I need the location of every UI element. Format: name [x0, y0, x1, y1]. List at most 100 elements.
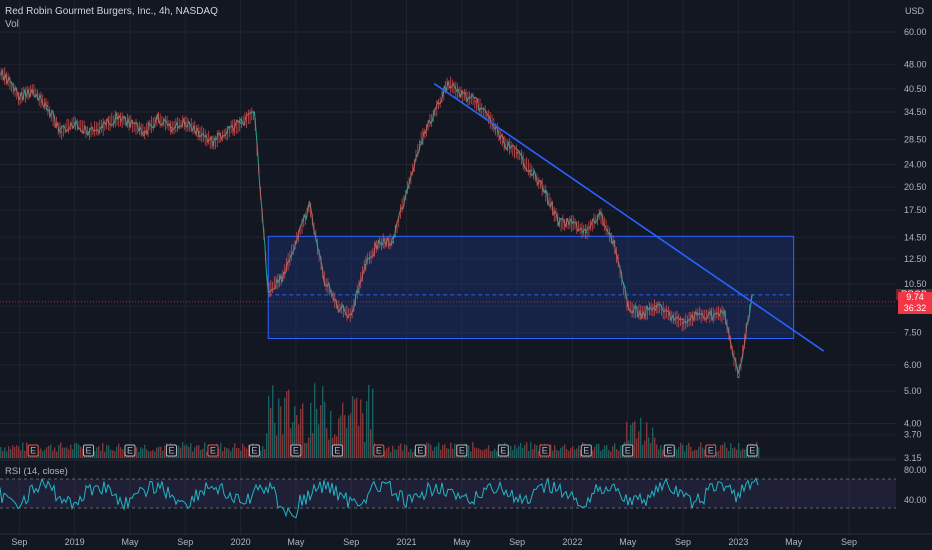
earnings-marker-label: E	[666, 446, 672, 456]
earnings-marker	[290, 444, 302, 457]
earnings-marker-label: E	[85, 446, 91, 456]
volume-bar	[726, 447, 728, 458]
volume-bar	[102, 443, 104, 458]
volume-bar	[700, 442, 702, 458]
volume-bar	[392, 445, 394, 458]
volume-bar	[116, 446, 118, 458]
volume-bar	[290, 428, 292, 458]
volume-bar	[80, 446, 82, 458]
volume-bar	[118, 443, 120, 458]
volume-bar	[738, 443, 740, 458]
volume-bar	[366, 400, 368, 458]
price-point	[281, 276, 283, 279]
volume-bar	[340, 415, 342, 458]
volume-bar	[528, 451, 530, 458]
price-point	[46, 105, 48, 107]
price-point	[239, 122, 242, 124]
volume-bar	[704, 449, 706, 458]
volume-bar	[188, 446, 190, 458]
volume-bar	[42, 451, 44, 458]
price-point	[654, 305, 657, 308]
price-point	[571, 222, 574, 224]
price-point	[474, 101, 477, 103]
earnings-marker	[414, 444, 426, 457]
volume-bar	[652, 427, 654, 458]
earnings-marker-label: E	[376, 446, 382, 456]
rsi-label: RSI (14, close)	[5, 466, 68, 477]
volume-bar	[650, 443, 652, 458]
volume-bar	[164, 445, 166, 458]
volume-bar	[206, 451, 208, 458]
volume-bar	[524, 444, 526, 458]
volume-bar	[318, 424, 320, 458]
x-tick-label: 2022	[562, 537, 582, 547]
volume-bar	[264, 449, 266, 458]
volume-bar	[734, 447, 736, 458]
y-tick-label: 3.70	[904, 430, 922, 440]
x-tick-label: 2019	[65, 537, 85, 547]
range-box	[267, 235, 795, 339]
volume-bar	[468, 445, 470, 458]
price-point	[170, 126, 173, 129]
volume-bar	[638, 431, 640, 458]
earnings-marker	[331, 444, 343, 457]
earnings-marker-label: E	[127, 446, 133, 456]
volume-bar	[488, 445, 490, 458]
volume-bar	[346, 427, 348, 458]
earnings-marker	[705, 444, 717, 457]
volume-bar	[438, 442, 440, 458]
volume-bar	[688, 442, 690, 458]
volume-bar	[310, 402, 312, 458]
volume-bar	[106, 444, 108, 458]
x-tick-label: 2023	[728, 537, 748, 547]
volume-bar	[110, 449, 112, 458]
volume-bar	[452, 448, 454, 458]
volume-bar	[24, 450, 26, 458]
earnings-marker-label: E	[459, 446, 465, 456]
volume-bar	[384, 451, 386, 458]
volume-bar	[634, 421, 636, 458]
x-tick-label: May	[287, 537, 305, 547]
volume-bar	[96, 447, 98, 458]
volume-bar	[402, 450, 404, 458]
volume-bar	[720, 445, 722, 458]
volume-bar	[152, 450, 154, 458]
volume-bar	[494, 448, 496, 458]
volume-bar	[512, 450, 514, 458]
volume-bar	[450, 442, 452, 458]
volume-bar	[192, 451, 194, 458]
volume-bar	[602, 449, 604, 458]
volume-bar	[530, 442, 532, 458]
volume-bar	[316, 408, 318, 458]
price-point	[156, 117, 159, 120]
earnings-marker	[663, 444, 675, 457]
volume-bar	[368, 385, 370, 458]
volume-bar	[120, 447, 122, 458]
price-point	[184, 122, 187, 124]
volume-bar	[728, 450, 730, 458]
volume-bar	[150, 451, 152, 458]
price-point	[391, 241, 394, 244]
volume-bar	[758, 447, 760, 458]
volume-bar	[534, 444, 536, 458]
volume-bar	[194, 447, 196, 458]
volume-bar	[474, 447, 476, 458]
volume-bar	[568, 450, 570, 458]
volume-bar	[520, 442, 522, 458]
volume-bar	[604, 445, 606, 458]
volume-bar	[40, 448, 42, 458]
volume-bar	[224, 447, 226, 458]
volume-bar	[564, 444, 566, 458]
volume-bar	[692, 450, 694, 458]
volume-bar	[280, 406, 282, 458]
volume-bar	[398, 445, 400, 458]
price-point	[60, 131, 62, 133]
price-point	[751, 294, 753, 296]
price-point	[502, 141, 505, 143]
volume-bar	[66, 447, 68, 458]
volume-bar	[162, 450, 164, 458]
earnings-marker-label: E	[583, 446, 589, 456]
volume-bar	[300, 408, 302, 458]
volume-bar	[350, 413, 352, 458]
